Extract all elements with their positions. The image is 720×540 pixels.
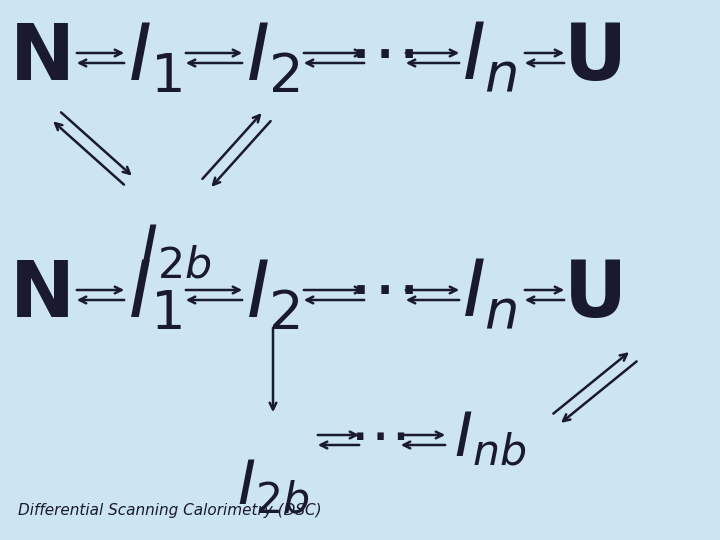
Text: $I_n$: $I_n$ bbox=[462, 257, 518, 333]
Text: $I_{2b}$: $I_{2b}$ bbox=[139, 223, 211, 282]
Text: Differential Scanning Calorimetry (DSC): Differential Scanning Calorimetry (DSC) bbox=[18, 503, 322, 517]
Text: $I_1$: $I_1$ bbox=[127, 257, 182, 333]
Text: U: U bbox=[564, 257, 626, 333]
Text: N: N bbox=[9, 20, 74, 96]
Text: $I_1$: $I_1$ bbox=[127, 20, 182, 96]
Text: U: U bbox=[564, 20, 626, 96]
Text: $I_2$: $I_2$ bbox=[246, 20, 300, 96]
Text: $I_2$: $I_2$ bbox=[246, 257, 300, 333]
Text: $I_{2b}$: $I_{2b}$ bbox=[237, 458, 309, 517]
Text: ⋯: ⋯ bbox=[349, 408, 410, 468]
Text: $I_{nb}$: $I_{nb}$ bbox=[454, 410, 526, 470]
Text: ⋯: ⋯ bbox=[349, 22, 421, 91]
Text: N: N bbox=[9, 257, 74, 333]
Text: $I_n$: $I_n$ bbox=[462, 20, 518, 96]
Text: ⋯: ⋯ bbox=[349, 259, 421, 327]
